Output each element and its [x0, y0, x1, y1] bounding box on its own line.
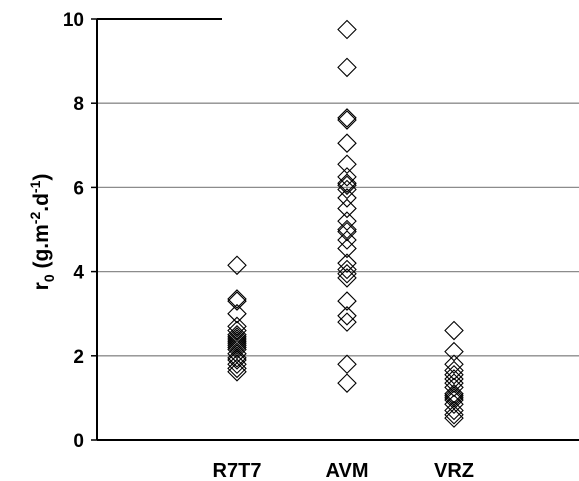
data-point: [444, 360, 464, 381]
data-point: [337, 108, 357, 128]
data-point: [337, 354, 357, 374]
data-point: [444, 341, 464, 362]
data-point: [444, 369, 464, 389]
data-point: [337, 19, 357, 40]
data-point: [227, 289, 247, 309]
data-point: [337, 268, 357, 288]
data-point: [444, 394, 464, 414]
y-tick-label: 0: [73, 431, 84, 452]
data-point: [337, 188, 357, 208]
x-tick-label: R7T7: [213, 460, 262, 481]
data-point: [227, 337, 247, 358]
data-point: [337, 167, 357, 187]
data-point: [227, 358, 247, 379]
data-point: [227, 316, 247, 337]
data-point: [227, 354, 247, 374]
data-point: [337, 253, 357, 273]
data-point: [227, 329, 247, 349]
data-point: [337, 173, 357, 193]
data-point: [337, 221, 357, 242]
data-point: [227, 324, 247, 345]
data-point: [337, 373, 357, 393]
y-tick-label: 10: [63, 10, 84, 31]
data-point: [337, 211, 357, 231]
data-point: [337, 110, 357, 130]
data-point: [337, 57, 357, 78]
data-point: [227, 333, 247, 353]
data-point: [227, 362, 247, 382]
data-point: [227, 320, 247, 341]
data-point: [227, 327, 247, 347]
data-point: [227, 303, 247, 324]
data-point: [227, 291, 247, 311]
axes: [96, 19, 579, 441]
data-point: [337, 154, 357, 175]
data-point: [337, 133, 357, 153]
data-point: [227, 331, 247, 351]
grid: [97, 18, 579, 357]
data-point: [337, 238, 357, 259]
data-point: [444, 400, 464, 421]
data-point: [337, 198, 357, 219]
y-ticks: 0 2 4 6 8 10: [63, 10, 97, 452]
data-point: [337, 306, 357, 326]
data-point: [227, 350, 247, 370]
data-point: [227, 335, 247, 356]
y-tick-label: 4: [73, 263, 84, 284]
data-point: [444, 354, 464, 374]
x-tick-label: AVM: [326, 460, 369, 481]
data-point: [444, 388, 464, 408]
data-point: [227, 348, 247, 368]
data-markers: [227, 19, 464, 428]
x-tick-labels: R7T7 AVM VRZ: [213, 460, 474, 481]
x-tick-label: VRZ: [434, 460, 474, 481]
data-point: [227, 255, 247, 276]
data-point: [444, 383, 464, 404]
data-point: [337, 263, 357, 284]
data-point: [337, 175, 357, 196]
data-point: [444, 377, 464, 398]
y-tick-label: 8: [73, 94, 84, 115]
data-point: [337, 312, 357, 332]
data-point: [337, 291, 357, 311]
data-point: [337, 230, 357, 250]
data-point: [444, 373, 464, 393]
y-axis-label: r0 (g.m-2.d-1): [27, 174, 57, 291]
data-point: [337, 179, 357, 200]
data-point: [444, 320, 464, 341]
data-point: [337, 259, 357, 280]
y-tick-label: 2: [73, 347, 84, 368]
data-point: [337, 219, 357, 240]
data-point: [444, 404, 464, 425]
data-point: [444, 408, 464, 428]
y-tick-label: 6: [73, 178, 84, 199]
data-point: [444, 386, 464, 406]
data-point: [227, 339, 247, 360]
data-point: [444, 364, 464, 385]
